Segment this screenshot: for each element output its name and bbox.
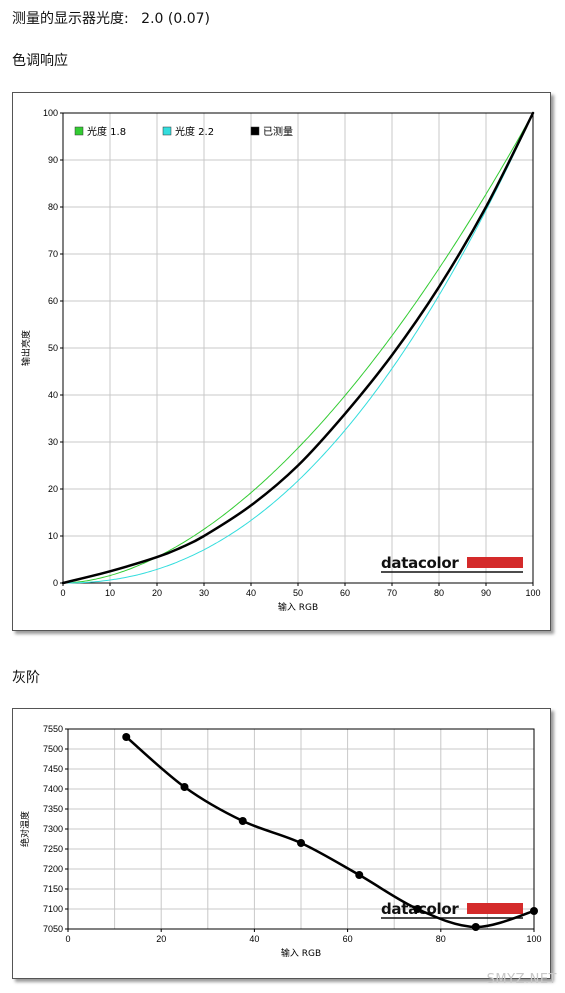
y-tick-label: 7300 [43,824,63,834]
x-tick-label: 0 [60,588,65,598]
legend-swatch-2 [162,126,172,136]
series-line-3 [61,111,535,585]
x-tick-label: 40 [249,934,259,944]
series-group [122,733,538,931]
y-tick-label: 100 [43,108,58,118]
data-point [122,733,131,741]
y-axis-label: 绝对温度 [19,811,31,847]
datacolor-logo-text: datacolor [381,554,459,572]
grayscale-panel: 0 20 40 60 80 100 7550 7500 7450 7400 7350 7300 7250… [12,708,551,979]
y-axis-label: 输出亮度 [20,330,32,366]
y-tick-label: 60 [48,296,58,306]
x-tick-label: 80 [436,934,446,944]
y-tick-label: 7100 [43,904,63,914]
x-tick-label: 50 [293,588,303,598]
x-tick-label: 70 [387,588,397,598]
y-tick-label: 0 [53,578,58,588]
x-tick-label: 40 [246,588,256,598]
y-tick-label: 50 [48,343,58,353]
tone-response-title: 色调响应 [12,53,68,69]
data-point [238,817,247,825]
x-axis-label: 输入 RGB [278,601,318,613]
y-tick-label: 7050 [43,924,63,934]
series-group [61,111,535,585]
data-point [355,871,364,879]
grid-lines [63,113,533,583]
legend-swatch-3 [250,126,260,136]
legend-swatch-1 [74,126,84,136]
grayscale-title: 灰阶 [12,670,40,686]
data-point [180,783,189,791]
measured-gamma-line: 测量的显示器光度: 2.0 (0.07) [12,8,210,28]
y-tick-label: 10 [48,531,58,541]
x-tick-label: 60 [343,934,353,944]
x-tick-label: 0 [65,934,70,944]
legend: 光度 1.8 光度 2.2 已测量 [74,125,293,138]
y-tick-label: 40 [48,390,58,400]
data-point [530,907,538,915]
x-tick-label: 30 [199,588,209,598]
series-line-1 [62,112,534,584]
site-watermark: SMYZ.NET [486,972,557,987]
x-tick-label: 20 [156,934,166,944]
y-tick-label: 7400 [43,784,63,794]
grid-lines [68,729,534,929]
y-tick-label: 20 [48,484,58,494]
measured-gamma-value: 2.0 (0.07) [141,11,210,27]
x-tick-label: 10 [105,588,115,598]
y-tick-label: 80 [48,202,58,212]
y-tick-label: 7550 [43,724,63,734]
x-tick-label: 60 [340,588,350,598]
y-tick-label: 7500 [43,744,63,754]
legend-label-3: 已测量 [263,125,293,138]
y-tick-label: 7200 [43,864,63,874]
y-tick-label: 7150 [43,884,63,894]
x-tick-label: 80 [434,588,444,598]
x-tick-label: 20 [152,588,162,598]
y-tick-label: 7450 [43,764,63,774]
datacolor-logo-bar [467,903,523,914]
x-axis-label: 输入 RGB [281,947,321,959]
legend-label-1: 光度 1.8 [87,125,126,138]
tone-response-panel: 0 10 20 30 40 50 60 70 80 90 100 0 10 20 30 40 50 60 70 80 9… [12,92,551,631]
grayscale-chart: 0 20 40 60 80 100 7550 7500 7450 7400 7350 7300 7250… [19,724,542,959]
datacolor-logo: datacolor [381,554,523,573]
x-tick-label: 90 [481,588,491,598]
measured-gamma-label: 测量的显示器光度: [12,11,129,27]
y-tick-label: 90 [48,155,58,165]
datacolor-logo-bar [467,557,523,568]
x-tick-label: 100 [526,934,541,944]
legend-label-2: 光度 2.2 [175,125,214,138]
series-line-1 [125,735,536,929]
x-tick-label: 100 [525,588,540,598]
tone-response-chart: 0 10 20 30 40 50 60 70 80 90 100 0 10 20 30 40 50 60 70 80 9… [20,108,541,613]
series-line-2 [62,112,534,584]
y-tick-label: 70 [48,249,58,259]
datacolor-logo: datacolor [381,900,523,919]
y-tick-label: 7250 [43,844,63,854]
data-point [413,905,422,913]
data-point [471,923,480,931]
y-tick-label: 7350 [43,804,63,814]
y-tick-label: 30 [48,437,58,447]
data-point [297,839,305,847]
